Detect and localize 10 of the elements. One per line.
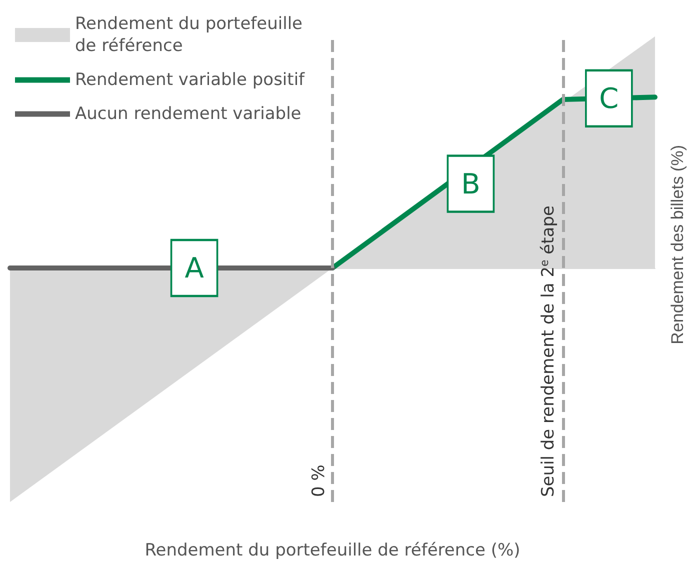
annotation: 0 % [309,464,329,497]
annotation: C [599,82,619,115]
legend-label: Rendement du portefeuille de référence [75,14,308,56]
annotation: B [461,167,480,200]
annotation: Seuil de rendement de la 2e étape [538,206,558,497]
x-axis-title: Rendement du portefeuille de référence (%) [144,540,520,560]
y-axis-title: Rendement des billets (%) [668,144,687,344]
annotation: A [184,252,204,284]
legend-label: Aucun rendement variable [75,104,302,124]
legend-label: Rendement variable positif [75,70,306,90]
